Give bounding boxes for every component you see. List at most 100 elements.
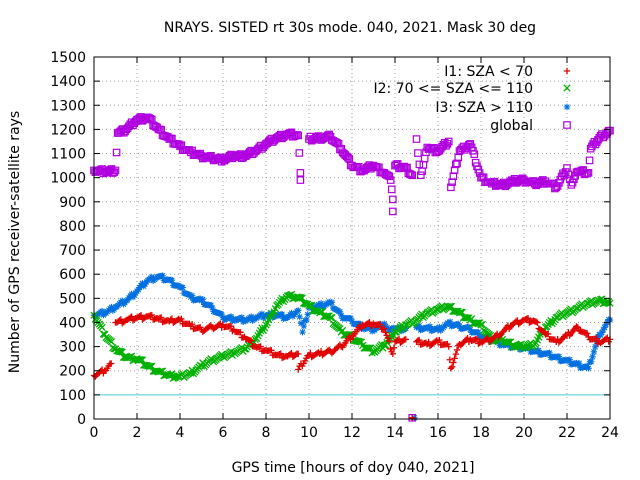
trace-point [322, 312, 331, 320]
trace-point [470, 150, 479, 159]
data-point [585, 365, 592, 372]
data-point [326, 313, 335, 322]
trace-point [546, 349, 553, 357]
trace-point [383, 171, 391, 179]
y-tick-label: 1100 [50, 147, 86, 163]
data-point [567, 181, 576, 189]
trace-point [300, 322, 308, 330]
y-tick-label: 300 [59, 340, 86, 356]
x-tick-label: 18 [472, 425, 490, 441]
series-0 [90, 311, 614, 421]
trace-point [414, 149, 422, 157]
trace-point [148, 273, 155, 281]
trace-point [384, 171, 392, 180]
data-point [389, 207, 397, 216]
trace-point [598, 329, 606, 336]
data-point [108, 360, 115, 367]
data-point [295, 307, 302, 314]
trace-point [600, 326, 607, 334]
trace-point [566, 356, 573, 363]
trace-point [328, 299, 336, 306]
trace-point [453, 346, 461, 354]
trace-point [457, 308, 465, 316]
trace-point [268, 347, 275, 354]
data-point [409, 414, 416, 421]
x-tick-label: 22 [558, 425, 576, 441]
data-point [412, 135, 421, 143]
trace-point [465, 323, 473, 331]
data-point [447, 365, 455, 372]
y-tick-label: 1200 [50, 122, 86, 138]
trace-point [594, 333, 602, 341]
trace-point [227, 313, 235, 320]
trace-point [404, 169, 413, 178]
trace-point [450, 359, 457, 366]
trace-point [238, 314, 246, 321]
legend-marker-1 [563, 84, 571, 92]
trace-point [344, 153, 352, 162]
trace-point [448, 363, 456, 371]
series-3 [90, 113, 614, 422]
data-point [176, 316, 184, 324]
ticks-layer: 0 2 4 6 8 10 12 14 16 18 20 22 240100200300400500600… [50, 50, 619, 441]
trace-point [137, 356, 145, 364]
y-tick-label: 1400 [50, 74, 86, 90]
trace-point [390, 344, 398, 352]
trace-point [387, 185, 396, 194]
trace-point [382, 329, 389, 336]
trace-point [136, 356, 144, 364]
trace-point [454, 320, 462, 328]
trace-point [585, 156, 594, 165]
data-point [295, 350, 302, 358]
y-tick-label: 100 [59, 388, 86, 404]
legend-marker-2 [563, 103, 571, 111]
x-tick-label: 0 [90, 425, 99, 441]
trace-point [555, 353, 563, 360]
trace-point [112, 148, 121, 157]
data-point [389, 350, 397, 358]
trace-point [364, 344, 372, 352]
data-point [574, 324, 581, 331]
trace-point [458, 308, 466, 316]
data-point [209, 304, 216, 312]
y-tick-label: 1500 [50, 50, 86, 66]
data-point [296, 169, 305, 177]
trace-point [415, 322, 423, 329]
data-point [444, 137, 453, 146]
trace-point [387, 345, 394, 353]
trace-point [188, 321, 196, 328]
trace-point [446, 356, 454, 363]
trace-point [317, 300, 325, 307]
y-tick-label: 1300 [50, 98, 86, 114]
trace-point [328, 313, 336, 322]
trace-point [248, 313, 255, 320]
trace-point [141, 280, 149, 288]
legend-label-global: global [490, 118, 533, 134]
trace-point [385, 337, 393, 345]
y-tick-label: 200 [59, 364, 86, 380]
series-1 [90, 290, 614, 382]
trace-point [534, 319, 541, 326]
legend-label-i1: I1: SZA < 70 [444, 64, 533, 80]
trace-point [157, 314, 165, 321]
trace-point [218, 310, 225, 318]
trace-point [575, 360, 583, 367]
legend-label-i2: I2: 70 <= SZA <= 110 [373, 81, 533, 97]
data-point [447, 183, 455, 192]
trace-point [535, 347, 542, 354]
trace-point [405, 170, 414, 178]
legend-marker-3 [563, 121, 571, 129]
trace-point [594, 135, 602, 144]
trace-point [100, 311, 107, 319]
trace-point [110, 305, 118, 313]
data-point [316, 302, 323, 309]
trace-point [186, 291, 193, 298]
trace-point [303, 316, 310, 324]
trace-point [115, 347, 124, 356]
data-point [111, 166, 120, 175]
y-tick-label: 600 [59, 267, 86, 283]
trace-point [592, 138, 601, 146]
trace-point [589, 353, 596, 361]
trace-point [446, 318, 454, 325]
data-point [381, 325, 388, 332]
